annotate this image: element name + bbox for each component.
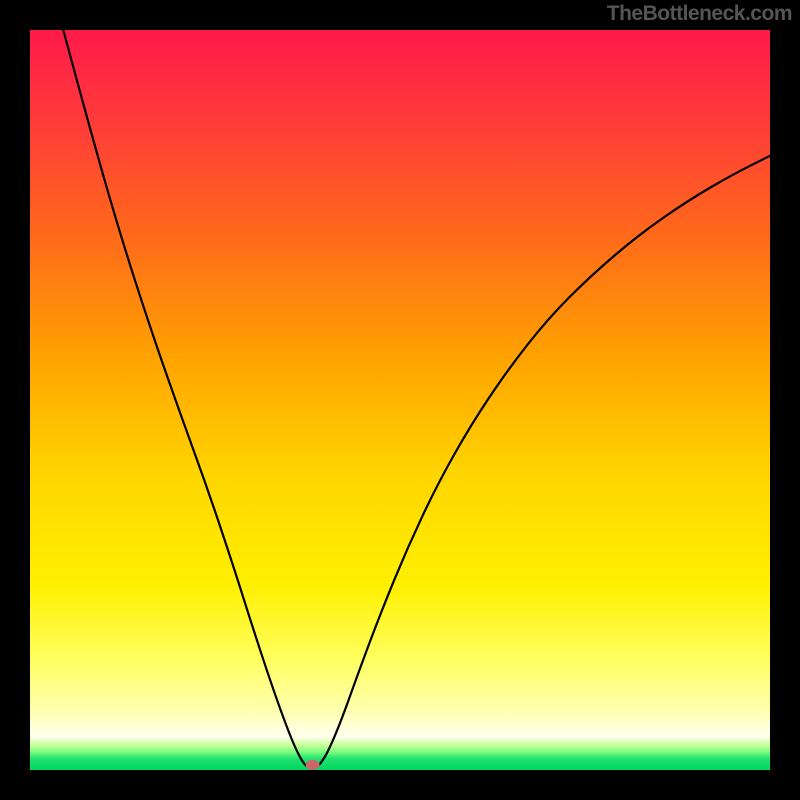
- chart-container: TheBottleneck.com: [0, 0, 800, 800]
- plot-area: [30, 30, 770, 770]
- bottleneck-curve: [63, 30, 770, 768]
- curve-layer: [30, 30, 770, 770]
- watermark-text: TheBottleneck.com: [607, 2, 792, 26]
